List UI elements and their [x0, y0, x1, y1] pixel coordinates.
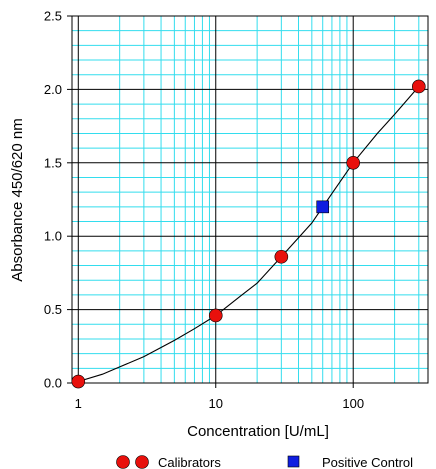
y-tick-label: 2.0	[44, 82, 62, 97]
x-axis-title: Concentration [U/mL]	[187, 423, 329, 440]
fit-curve	[78, 86, 420, 383]
y-tick-label: 1.5	[44, 155, 62, 170]
legend-positive-control-label: Positive Control	[322, 455, 413, 469]
y-axis-title: Absorbance 450/620 nm	[9, 118, 26, 281]
fit-curve-layer	[78, 86, 420, 383]
positive-control-point	[316, 200, 330, 214]
x-tick-label: 100	[342, 396, 364, 411]
plot-frame	[71, 15, 429, 384]
y-tick-label: 1.0	[44, 229, 62, 244]
calibrator-point	[71, 374, 86, 389]
x-tick-label: 10	[209, 396, 223, 411]
axes	[67, 15, 429, 388]
calibrator-point	[274, 249, 289, 264]
legend-positive-control-marker	[287, 455, 300, 468]
legend-calibrators-marker	[135, 455, 149, 469]
x-tick-label: 1	[75, 396, 82, 411]
grid	[72, 15, 428, 383]
legend-calibrators-marker	[116, 455, 130, 469]
calibrator-point	[346, 156, 361, 170]
y-tick-label: 2.5	[44, 9, 62, 24]
y-tick-label: 0.5	[44, 302, 62, 317]
calibrator-point	[208, 308, 223, 323]
y-tick-label: 0.0	[44, 376, 62, 391]
data-points-layer	[71, 79, 426, 389]
calibrator-point	[411, 79, 426, 94]
legend: Calibrators Positive Control	[116, 455, 413, 469]
legend-calibrators-label: Calibrators	[158, 455, 221, 469]
tick-labels: 0.0 0.5 1.0 1.5 2.0 2.5 1 10 100	[44, 9, 364, 412]
